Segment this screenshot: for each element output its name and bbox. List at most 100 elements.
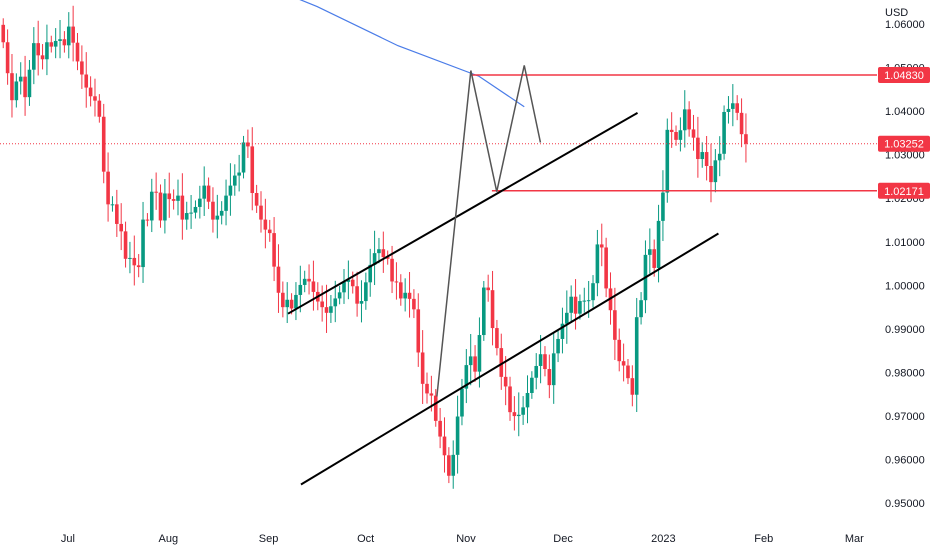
price-tick-label: 0.96000 <box>885 455 925 467</box>
candle-body <box>62 39 67 46</box>
candle-body <box>263 219 268 230</box>
candle-body <box>687 109 691 130</box>
candle-body <box>311 281 316 292</box>
candle-body <box>595 244 600 284</box>
candle-body <box>97 100 102 117</box>
candle-body <box>525 392 530 408</box>
time-tick-label: 2023 <box>651 533 675 545</box>
candle-body <box>438 420 442 437</box>
candle-body <box>5 42 10 74</box>
candle-body <box>198 198 202 207</box>
candle-body <box>241 142 246 173</box>
candle-body <box>573 296 578 314</box>
candle-body <box>211 201 215 220</box>
candle-body <box>678 130 683 140</box>
candle-body <box>420 352 425 384</box>
level-low-tag-box <box>878 182 930 199</box>
time-axis[interactable]: Jul Aug Sep Oct Nov Dec 2023 Feb Mar <box>61 533 864 545</box>
candle-body <box>735 103 739 113</box>
candle-body <box>482 287 486 336</box>
candle-body <box>215 215 220 220</box>
candle-body <box>276 266 281 293</box>
price-tick-label: 0.98000 <box>885 368 925 380</box>
candle-body <box>372 253 377 265</box>
candle-body <box>385 257 390 259</box>
time-tick-label: Aug <box>158 533 178 545</box>
candle-body <box>508 386 512 413</box>
time-tick-label: Feb <box>754 533 773 545</box>
candle-body <box>464 365 469 389</box>
price-tags-layer: 1.04830 1.03252 1.02171 <box>878 66 930 199</box>
candle-body <box>66 26 71 46</box>
candle-body <box>630 378 635 395</box>
candle-body <box>639 300 643 318</box>
candle-body <box>447 455 451 476</box>
candle-body <box>254 193 259 206</box>
candle-body <box>591 283 595 301</box>
candle-body <box>626 365 630 379</box>
candle-body <box>171 199 176 201</box>
price-tick-label: 1.04000 <box>885 106 925 118</box>
current-price-tag-box <box>878 135 930 152</box>
candle-body <box>206 185 211 202</box>
candle-body <box>560 323 565 339</box>
candle-body <box>512 412 517 417</box>
candle-body <box>538 354 543 366</box>
candle-body <box>617 339 622 362</box>
candle-body <box>18 76 23 82</box>
candle-body <box>329 306 333 313</box>
candle-body <box>364 282 368 302</box>
candle-body <box>495 328 499 349</box>
candle-body <box>167 193 172 200</box>
candle-body <box>53 40 58 47</box>
level-low-tag-text: 1.02171 <box>884 186 924 198</box>
candle-body <box>490 290 495 329</box>
time-tick-label: Sep <box>259 533 279 545</box>
candle-body <box>534 365 539 378</box>
candle-body <box>648 249 652 255</box>
price-tick-label: 0.95000 <box>885 498 925 510</box>
candle-body <box>75 42 80 62</box>
candle-body <box>621 361 626 366</box>
candle-body <box>713 160 718 183</box>
candle-body <box>669 129 674 133</box>
candle-body <box>342 281 346 293</box>
candle-body <box>298 284 303 295</box>
candle-body <box>27 69 32 98</box>
candle-body <box>224 195 228 211</box>
time-tick-label: Jul <box>61 533 75 545</box>
candle-body <box>582 300 587 302</box>
candle-body <box>10 73 14 101</box>
candle-body <box>337 292 342 299</box>
candle-body <box>403 292 407 299</box>
candle-body <box>176 195 180 201</box>
candle-body <box>433 395 438 421</box>
candle-body <box>202 185 207 199</box>
time-tick-label: Nov <box>456 533 476 545</box>
candle-body <box>503 376 508 387</box>
candle-body <box>106 171 110 205</box>
candle-body <box>516 414 521 417</box>
candle-body <box>407 292 412 299</box>
candle-body <box>88 87 93 97</box>
candle-body <box>36 43 40 56</box>
candle-body <box>709 165 713 183</box>
candle-body <box>101 116 106 172</box>
price-tick-label: 1.00000 <box>885 280 925 292</box>
candle-body <box>324 307 329 313</box>
time-tick-label: Mar <box>845 533 864 545</box>
candle-body <box>726 108 731 112</box>
candle-body <box>281 292 285 308</box>
candle-body <box>123 231 128 259</box>
candle-body <box>115 204 119 224</box>
candle-body <box>429 393 434 396</box>
channel-upper-line <box>287 111 639 315</box>
candle-body <box>302 278 307 285</box>
level-high-tag-text: 1.04830 <box>884 70 924 82</box>
candle-body <box>739 112 744 135</box>
candle-body <box>45 42 49 60</box>
overlays-layer <box>0 0 877 486</box>
price-tick-label: 1.01000 <box>885 237 925 249</box>
candle-body <box>141 219 145 268</box>
